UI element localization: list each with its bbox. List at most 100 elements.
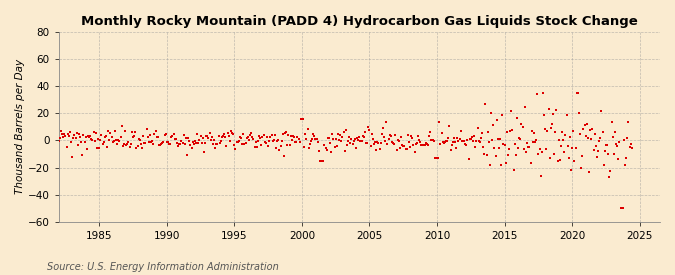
Point bbox=[596, 109, 607, 113]
Point bbox=[204, 131, 215, 135]
Point bbox=[463, 156, 474, 161]
Point bbox=[493, 146, 504, 150]
Point bbox=[70, 136, 81, 140]
Point bbox=[323, 136, 334, 141]
Point bbox=[126, 130, 137, 134]
Point bbox=[408, 143, 418, 147]
Point bbox=[414, 139, 425, 144]
Point bbox=[79, 140, 90, 144]
Point bbox=[75, 135, 86, 139]
Point bbox=[396, 134, 406, 139]
Point bbox=[303, 146, 314, 150]
Point bbox=[126, 142, 136, 147]
Point bbox=[425, 130, 435, 134]
Point bbox=[286, 138, 297, 142]
Point bbox=[485, 163, 495, 167]
Point bbox=[104, 138, 115, 142]
Point bbox=[175, 142, 186, 146]
Point bbox=[330, 137, 341, 141]
Point bbox=[512, 116, 522, 120]
Point bbox=[58, 134, 69, 139]
Point bbox=[525, 161, 536, 166]
Point bbox=[462, 138, 473, 142]
Point bbox=[294, 139, 305, 144]
Point bbox=[534, 147, 545, 152]
Point bbox=[530, 140, 541, 144]
Point bbox=[248, 137, 259, 142]
Point bbox=[119, 142, 130, 146]
Point bbox=[354, 135, 364, 140]
Point bbox=[401, 147, 412, 151]
Point bbox=[460, 142, 470, 147]
Point bbox=[325, 141, 335, 145]
Point bbox=[311, 137, 322, 141]
Point bbox=[109, 138, 119, 143]
Point bbox=[483, 140, 494, 144]
Point bbox=[471, 139, 482, 144]
Point bbox=[421, 141, 431, 145]
Point bbox=[510, 141, 520, 146]
Point bbox=[138, 134, 148, 139]
Point bbox=[448, 140, 458, 145]
Point bbox=[581, 122, 592, 126]
Point bbox=[67, 154, 78, 159]
Point bbox=[597, 130, 608, 134]
Point bbox=[269, 133, 280, 137]
Point bbox=[620, 163, 630, 167]
Point bbox=[232, 140, 242, 144]
Point bbox=[106, 135, 117, 139]
Point bbox=[456, 139, 467, 143]
Point bbox=[95, 138, 106, 143]
Point bbox=[389, 142, 400, 146]
Point bbox=[304, 142, 315, 146]
Point bbox=[203, 136, 214, 140]
Point bbox=[153, 142, 164, 147]
Point bbox=[163, 142, 174, 146]
Point bbox=[486, 110, 497, 115]
Point bbox=[472, 125, 483, 130]
Point bbox=[586, 137, 597, 141]
Point bbox=[488, 122, 499, 127]
Point bbox=[261, 141, 271, 145]
Point bbox=[240, 141, 251, 145]
Point bbox=[65, 140, 76, 145]
Point bbox=[414, 138, 425, 142]
Point bbox=[288, 134, 298, 139]
Point bbox=[360, 141, 371, 145]
Point bbox=[520, 150, 531, 154]
Point bbox=[578, 127, 589, 131]
Point bbox=[263, 144, 273, 148]
Point bbox=[180, 135, 191, 140]
Point bbox=[495, 137, 506, 141]
Point bbox=[540, 127, 551, 131]
Point bbox=[352, 136, 362, 141]
Point bbox=[252, 139, 263, 143]
Point bbox=[517, 125, 528, 130]
Point bbox=[417, 143, 428, 147]
Point bbox=[320, 145, 331, 150]
Point bbox=[344, 135, 354, 139]
Point bbox=[338, 130, 349, 134]
Point bbox=[173, 144, 184, 148]
Point bbox=[506, 109, 517, 114]
Point bbox=[426, 138, 437, 142]
Point bbox=[387, 141, 398, 145]
Point bbox=[606, 120, 617, 124]
Point bbox=[82, 133, 93, 138]
Point bbox=[327, 131, 338, 136]
Point bbox=[572, 91, 583, 95]
Point bbox=[230, 147, 241, 151]
Point bbox=[533, 152, 544, 156]
Point bbox=[355, 139, 366, 144]
Point bbox=[385, 134, 396, 138]
Point bbox=[149, 131, 160, 136]
Point bbox=[379, 135, 389, 139]
Point bbox=[402, 133, 413, 137]
Point bbox=[237, 142, 248, 147]
Point bbox=[545, 126, 556, 131]
Point bbox=[200, 140, 211, 145]
Point bbox=[111, 138, 122, 142]
Point bbox=[496, 163, 507, 167]
Point bbox=[333, 138, 344, 142]
Point bbox=[90, 131, 101, 136]
